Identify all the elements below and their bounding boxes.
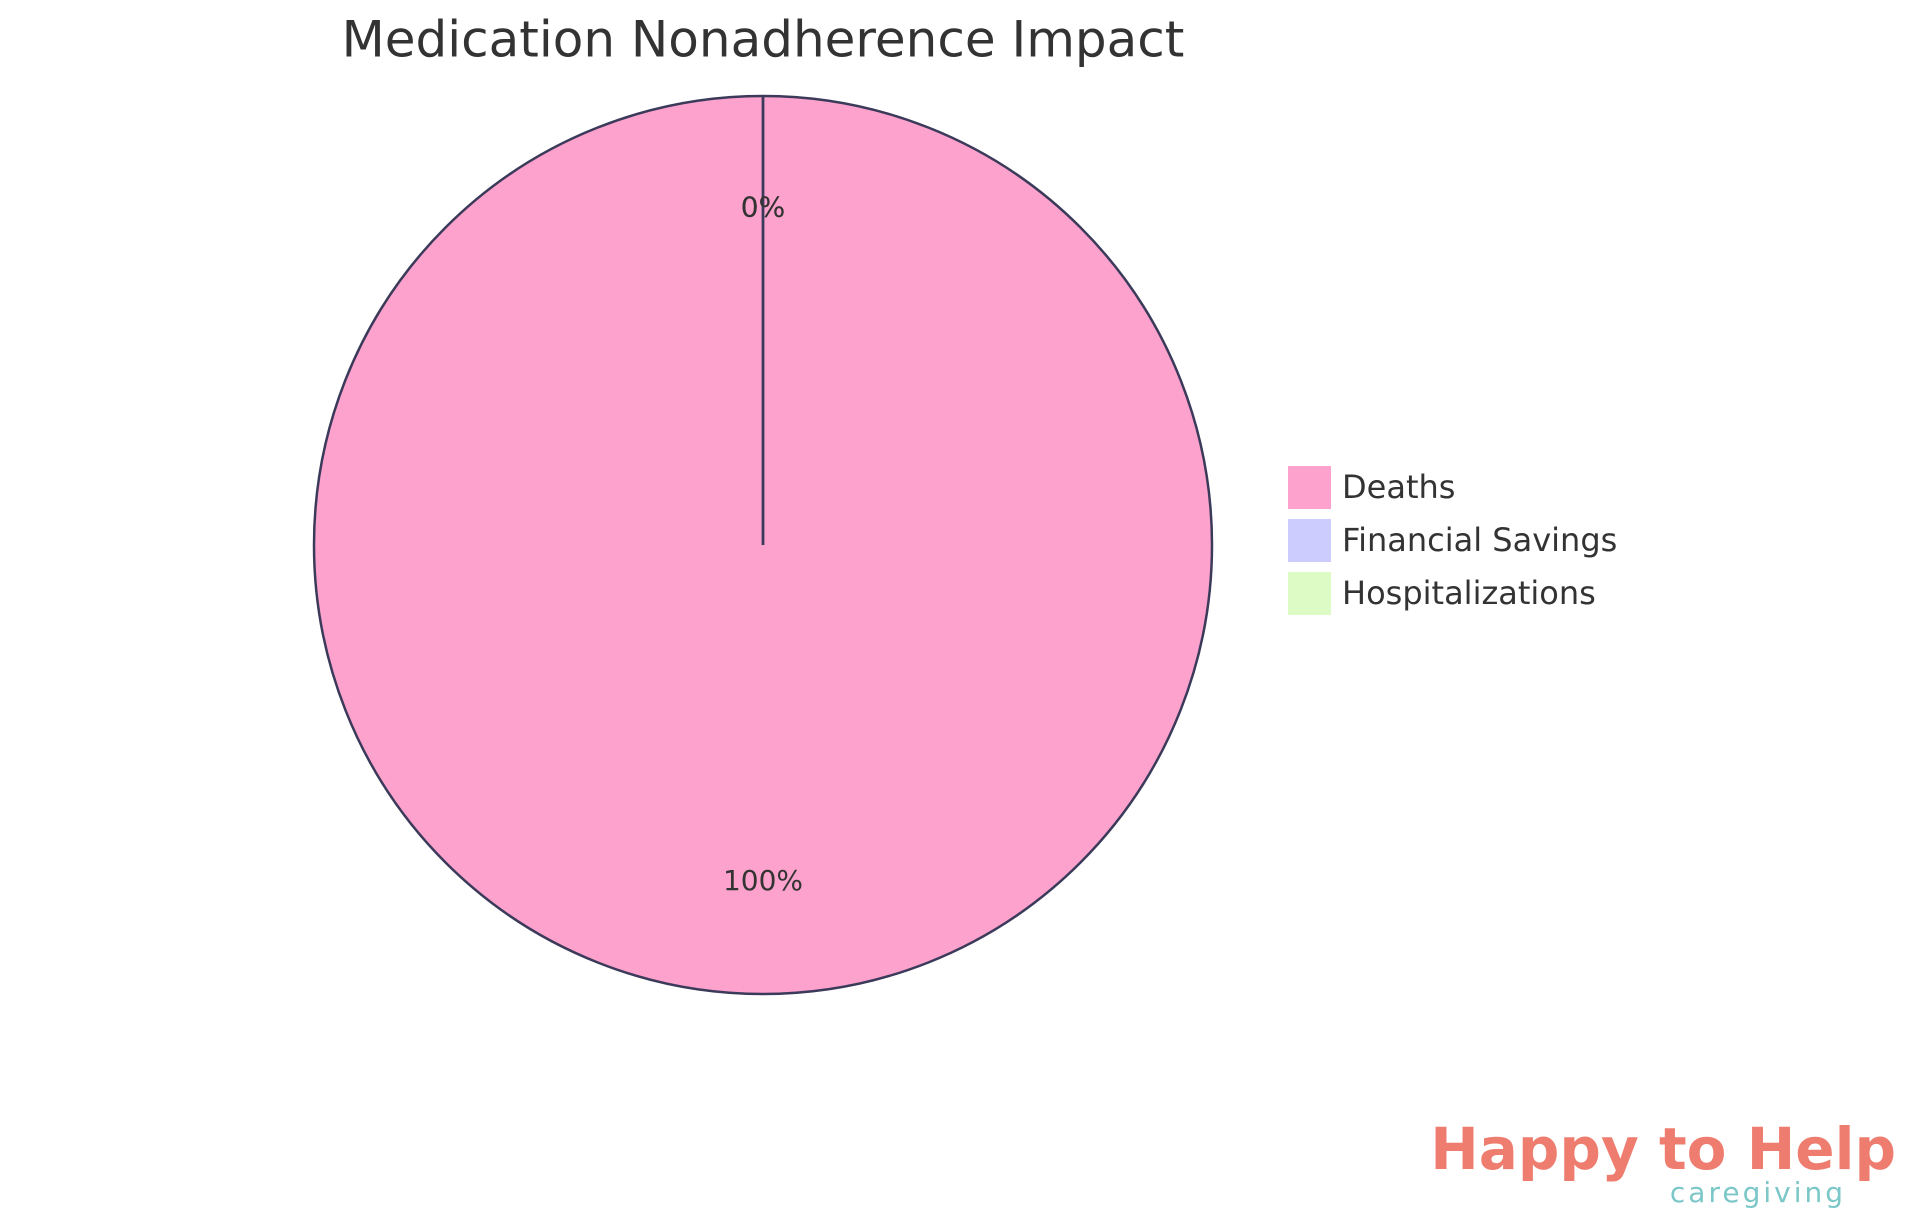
logo-name: Happy to Help	[1430, 1115, 1896, 1183]
slice-label: 0%	[741, 190, 785, 223]
legend-label: Hospitalizations	[1342, 574, 1596, 612]
legend-swatch	[1286, 517, 1333, 564]
chart-title: Medication Nonadherence Impact	[342, 11, 1185, 69]
legend-label: Deaths	[1342, 468, 1455, 506]
slice-label: 100%	[723, 864, 803, 897]
legend-swatch	[1286, 464, 1333, 511]
legend-swatch	[1286, 570, 1333, 617]
legend-label: Financial Savings	[1342, 521, 1617, 559]
slice-label: 0%	[741, 190, 785, 223]
logo-tagline: caregiving	[1670, 1176, 1846, 1209]
